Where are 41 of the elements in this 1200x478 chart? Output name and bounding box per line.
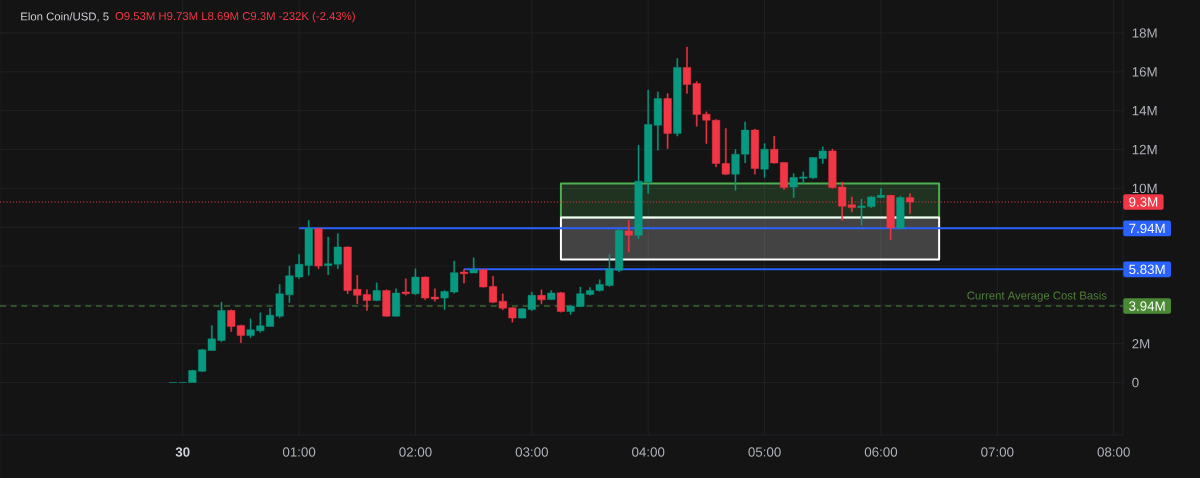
text: 30 bbox=[175, 447, 190, 457]
text: O9.53M H9.73M L8.69M C9.3M -232K (-2.43%) bbox=[115, 11, 355, 23]
candlestick bbox=[401, 278, 410, 296]
x-tick-label: 04:00 bbox=[632, 447, 665, 457]
candlestick bbox=[556, 291, 565, 313]
candlestick bbox=[372, 282, 381, 302]
y-tick-label: 14M bbox=[1132, 106, 1157, 116]
candlestick bbox=[469, 257, 478, 274]
candlestick bbox=[537, 289, 546, 304]
candlestick bbox=[392, 288, 401, 317]
candlestick bbox=[382, 289, 391, 317]
data-label: 7.94M bbox=[1129, 223, 1165, 234]
candlestick bbox=[760, 143, 769, 178]
y-tick-label: 16M bbox=[1132, 67, 1157, 77]
ref-line-label: 3.94M bbox=[1129, 301, 1165, 311]
x-tick-label: 02:00 bbox=[399, 447, 432, 457]
x-tick-label: 06:00 bbox=[864, 447, 898, 457]
candlestick bbox=[547, 290, 556, 301]
y-tick-label: 18M bbox=[1132, 28, 1157, 38]
candlestick bbox=[896, 195, 905, 229]
candlestick bbox=[314, 227, 323, 269]
x-tick-label: 07:00 bbox=[981, 447, 1014, 457]
y-tick-label: 12M bbox=[1132, 144, 1157, 155]
y-tick-label: 10M bbox=[1132, 183, 1157, 194]
data-label: 5.83M bbox=[1129, 264, 1165, 275]
candlestick bbox=[663, 93, 672, 149]
candlestick bbox=[624, 220, 633, 253]
y-tick-label: 2M bbox=[1132, 339, 1150, 349]
x-tick-label: 05:00 bbox=[748, 447, 781, 457]
candlestick bbox=[411, 268, 420, 296]
y-tick-label: 0 bbox=[1132, 377, 1139, 388]
candlestick bbox=[750, 128, 759, 175]
candlestick bbox=[459, 269, 468, 284]
candlestick bbox=[906, 193, 915, 215]
ref-line-label: 9.3M bbox=[1129, 197, 1158, 207]
annotation: Current Average Cost Basis bbox=[967, 291, 1107, 302]
text: Elon Coin/USD, 5 bbox=[21, 12, 109, 22]
candlestick bbox=[673, 58, 682, 137]
x-tick-label: 01:00 bbox=[282, 447, 316, 457]
x-tick-label: 08:00 bbox=[1097, 447, 1130, 457]
x-tick-label: 03:00 bbox=[515, 447, 548, 457]
